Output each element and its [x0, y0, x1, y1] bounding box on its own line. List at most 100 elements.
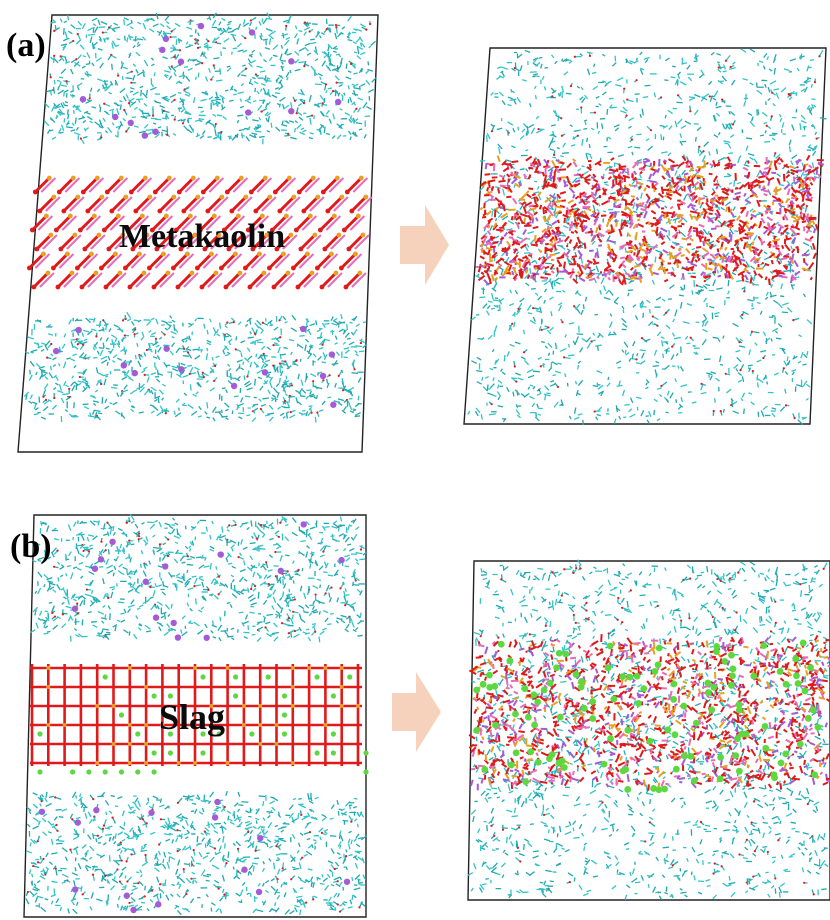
water-molecule [298, 61, 305, 64]
water-molecule [214, 36, 220, 41]
mixed-gel-bond [796, 246, 800, 254]
water-molecule [484, 199, 490, 204]
mixed-gel-bond [620, 223, 623, 230]
mixed-gel-bond [696, 246, 702, 249]
water-molecule [216, 98, 221, 101]
water-molecule [187, 403, 194, 409]
al-o-bond [135, 272, 151, 288]
mixed-gel-bond [645, 193, 651, 200]
mixed-gel-bond [638, 275, 643, 283]
water-molecule [803, 86, 808, 93]
mixed-gel-bond [556, 219, 560, 224]
mixed-gel-bond [563, 184, 569, 188]
water-molecule [615, 360, 622, 365]
al-o-bond [328, 177, 345, 193]
water-molecule [204, 411, 208, 415]
al-o-bond [205, 215, 222, 231]
sodium-ion [127, 119, 134, 127]
mixed-gel-bond [570, 203, 577, 209]
water-molecule [627, 292, 630, 297]
water-molecule [192, 348, 198, 351]
water-molecule [757, 212, 761, 216]
water-molecule [145, 89, 149, 96]
silicon-atom [163, 213, 169, 219]
water-molecule [598, 332, 604, 338]
water-molecule [95, 367, 99, 374]
water-molecule [342, 341, 346, 345]
mixed-gel-bond [700, 271, 705, 277]
mixed-gel-bond [793, 259, 799, 268]
si-o-bond [199, 214, 216, 232]
oxygen-atom [750, 330, 754, 333]
water-molecule [749, 120, 756, 128]
water-molecule [780, 87, 787, 93]
water-molecule [150, 57, 155, 61]
water-molecule [71, 94, 76, 97]
water-molecule [638, 174, 642, 179]
water-molecule [161, 108, 164, 114]
oxygen-atom [770, 115, 773, 118]
mixed-gel-bond [675, 242, 680, 246]
sodium-ion [248, 29, 256, 36]
mixed-gel-bond [719, 220, 727, 228]
oxygen-atom [567, 222, 570, 225]
water-molecule [99, 62, 104, 69]
water-molecule [280, 384, 285, 388]
water-molecule [295, 389, 302, 395]
water-molecule [29, 360, 35, 367]
water-molecule [348, 60, 355, 65]
oxygen-atom [200, 189, 206, 195]
water-molecule [750, 307, 755, 310]
water-molecule [806, 351, 809, 356]
water-molecule [299, 131, 306, 136]
oxygen-atom [537, 127, 540, 131]
oxygen-atom [154, 337, 158, 340]
mixed-gel-bond [713, 266, 717, 272]
water-molecule [363, 134, 367, 139]
water-molecule [224, 325, 228, 329]
oxygen-atom [517, 307, 520, 310]
water-molecule [156, 369, 159, 376]
water-molecule [740, 48, 747, 53]
mixed-gel-bond [719, 246, 724, 251]
water-molecule [130, 19, 133, 24]
mixed-gel-bond [798, 183, 802, 189]
mixed-gel-bond [550, 270, 555, 274]
water-molecule [239, 105, 244, 109]
panel-a-initial-box: Metakaolin [17, 12, 379, 453]
water-molecule [306, 52, 312, 56]
water-molecule [284, 321, 288, 324]
water-molecule [506, 386, 510, 393]
water-molecule [632, 304, 637, 308]
water-molecule [108, 328, 112, 333]
water-molecule [522, 329, 525, 335]
water-molecule [184, 93, 190, 97]
water-molecule [341, 26, 346, 30]
water-molecule [515, 251, 520, 255]
mixed-gel-bond [638, 168, 646, 171]
mixed-gel-bond [509, 231, 514, 236]
water-molecule [83, 341, 88, 344]
water-molecule [553, 280, 556, 287]
water-molecule [314, 103, 321, 108]
al-o-bond [112, 177, 129, 193]
mixed-gel-bond [571, 255, 578, 259]
water-molecule [140, 383, 145, 389]
si-o-bond [55, 214, 72, 232]
water-molecule [318, 346, 324, 350]
water-molecule [358, 128, 363, 131]
mixed-gel-bond [483, 202, 486, 209]
al-o-bond [274, 253, 291, 269]
sodium-ion [120, 362, 127, 369]
water-molecule [315, 320, 318, 326]
water-molecule [203, 44, 209, 48]
water-molecule [185, 41, 189, 45]
water-molecule [737, 372, 743, 376]
water-molecule [713, 90, 719, 97]
water-molecule [622, 99, 626, 104]
mixed-gel-bond [790, 171, 795, 176]
oxygen-atom [199, 284, 205, 290]
water-molecule [150, 317, 155, 321]
water-molecule [123, 17, 129, 21]
water-molecule [752, 296, 755, 301]
